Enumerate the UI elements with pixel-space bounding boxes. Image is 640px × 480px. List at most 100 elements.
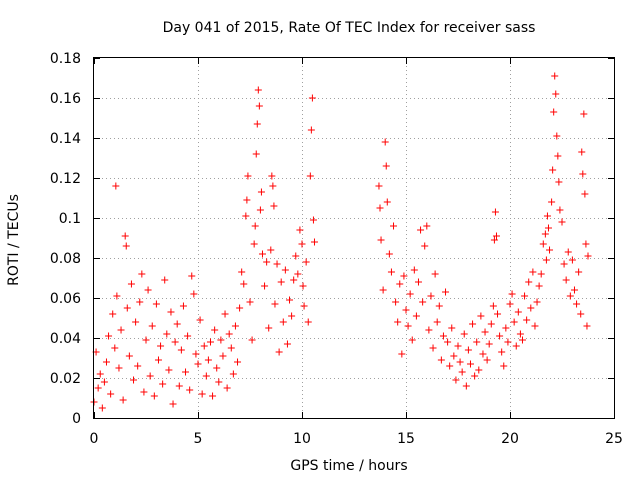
data-point xyxy=(521,292,529,300)
data-point xyxy=(130,376,138,384)
data-point xyxy=(261,282,269,290)
data-point xyxy=(529,268,537,276)
data-point xyxy=(94,384,102,392)
data-point xyxy=(410,266,418,274)
data-point xyxy=(302,258,310,266)
axis-ticks xyxy=(94,58,615,419)
data-point xyxy=(246,298,254,306)
data-point xyxy=(400,272,408,280)
data-point xyxy=(152,300,160,308)
data-point xyxy=(541,230,549,238)
x-tick-label: 20 xyxy=(501,431,519,447)
data-point xyxy=(431,270,439,278)
data-point xyxy=(206,338,214,346)
data-point xyxy=(281,266,289,274)
data-point xyxy=(537,270,545,278)
data-point xyxy=(414,278,422,286)
data-point xyxy=(375,182,383,190)
data-point xyxy=(446,362,454,370)
y-tick-labels: 0 0.02 0.04 0.06 0.08 0.1 0.12 0.14 0.16 0.18 xyxy=(50,51,81,427)
data-point xyxy=(96,370,104,378)
data-point xyxy=(292,252,300,260)
data-point xyxy=(573,300,581,308)
data-point xyxy=(479,350,487,358)
data-point xyxy=(299,282,307,290)
data-point xyxy=(579,170,587,178)
data-point xyxy=(492,232,500,240)
data-point xyxy=(250,240,258,248)
data-point xyxy=(584,252,592,260)
data-point xyxy=(190,290,198,298)
data-point xyxy=(175,382,183,390)
y-tick-label: 0.04 xyxy=(50,331,81,347)
data-point xyxy=(270,202,278,210)
data-point xyxy=(385,250,393,258)
data-point xyxy=(421,242,429,250)
data-point xyxy=(253,120,261,128)
data-point xyxy=(560,260,568,268)
data-point xyxy=(419,298,427,306)
data-point xyxy=(142,336,150,344)
data-point xyxy=(510,318,518,326)
data-point xyxy=(423,222,431,230)
data-point xyxy=(127,280,135,288)
data-point xyxy=(109,310,117,318)
data-point xyxy=(466,360,474,368)
data-point xyxy=(377,236,385,244)
data-point xyxy=(583,322,591,330)
data-point xyxy=(525,278,533,286)
data-point xyxy=(578,148,586,156)
data-point xyxy=(442,288,450,296)
data-points xyxy=(90,72,592,412)
data-point xyxy=(121,232,129,240)
data-point xyxy=(512,342,520,350)
data-point xyxy=(244,172,252,180)
data-point xyxy=(551,72,559,80)
data-point xyxy=(171,338,179,346)
data-point xyxy=(392,298,400,306)
data-point xyxy=(146,372,154,380)
data-point xyxy=(481,328,489,336)
data-point xyxy=(265,324,273,332)
data-point xyxy=(144,286,152,294)
data-point xyxy=(288,312,296,320)
data-point xyxy=(167,308,175,316)
y-tick-label: 0.18 xyxy=(50,51,81,67)
data-point xyxy=(527,304,535,312)
data-point xyxy=(296,226,304,234)
data-point xyxy=(100,378,108,386)
data-point xyxy=(132,318,140,326)
data-point xyxy=(580,110,588,118)
data-point xyxy=(581,190,589,198)
data-point xyxy=(105,332,113,340)
data-point xyxy=(290,276,298,284)
data-point xyxy=(458,368,466,376)
data-point xyxy=(546,246,554,254)
data-point xyxy=(543,212,551,220)
data-point xyxy=(454,342,462,350)
data-point xyxy=(514,308,522,316)
data-point xyxy=(275,348,283,356)
data-point xyxy=(306,172,314,180)
data-point xyxy=(258,250,266,258)
data-point xyxy=(107,390,115,398)
data-point xyxy=(227,344,235,352)
data-point xyxy=(221,310,229,318)
data-point xyxy=(240,280,248,288)
data-point xyxy=(177,346,185,354)
data-point xyxy=(154,356,162,364)
data-point xyxy=(487,320,495,328)
data-point xyxy=(234,358,242,366)
data-point xyxy=(404,322,412,330)
data-point xyxy=(298,240,306,248)
data-point xyxy=(309,216,317,224)
data-point xyxy=(477,312,485,320)
data-point xyxy=(255,102,263,110)
data-point xyxy=(564,248,572,256)
data-point xyxy=(163,330,171,338)
data-point xyxy=(437,356,445,364)
data-point xyxy=(196,316,204,324)
y-tick-label: 0.08 xyxy=(50,251,81,267)
data-point xyxy=(165,366,173,374)
x-tick-label: 5 xyxy=(194,431,203,447)
